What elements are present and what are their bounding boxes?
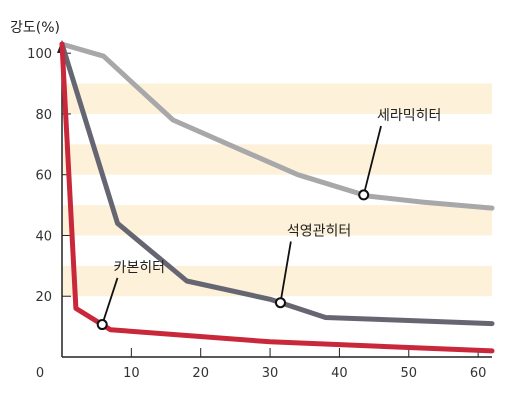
series-label: 세라믹히터 bbox=[377, 108, 441, 124]
x-tick-label: 60 bbox=[470, 366, 487, 381]
callout-leader bbox=[362, 125, 382, 196]
y-tick-label: 20 bbox=[35, 290, 52, 305]
background-band bbox=[62, 265, 492, 297]
series-line bbox=[59, 41, 495, 354]
series-line bbox=[59, 41, 495, 211]
series-label: 카본히터 bbox=[113, 260, 165, 276]
series-label: 석영관히터 bbox=[287, 223, 351, 239]
series-line bbox=[59, 41, 495, 327]
callout-marker bbox=[274, 297, 286, 309]
callout-leader bbox=[101, 277, 119, 325]
y-axis-title: 강도(%) bbox=[10, 20, 60, 36]
x-tick-label: 40 bbox=[331, 366, 348, 381]
callout-leader bbox=[279, 241, 292, 303]
background-band bbox=[62, 83, 492, 114]
tick-marks: 0 10 20 30 40 50 60 20 40 60 80 100 bbox=[27, 47, 486, 381]
x-tick-label: 50 bbox=[401, 366, 418, 381]
series-layer bbox=[59, 41, 495, 354]
y-tick-label: 80 bbox=[35, 108, 52, 123]
x-tick-label: 30 bbox=[262, 366, 279, 381]
y-tick-label: 40 bbox=[35, 229, 52, 244]
background-bands bbox=[62, 83, 492, 297]
callout-marker bbox=[96, 319, 108, 331]
y-tick-label: 100 bbox=[27, 47, 52, 62]
y-tick-label: 60 bbox=[35, 169, 52, 184]
callout-marker bbox=[358, 189, 370, 201]
x-tick-label: 20 bbox=[192, 366, 209, 381]
x-tick-label: 10 bbox=[123, 366, 140, 381]
x-tick-label: 0 bbox=[36, 366, 44, 381]
background-band bbox=[62, 144, 492, 175]
background-band bbox=[62, 205, 492, 236]
